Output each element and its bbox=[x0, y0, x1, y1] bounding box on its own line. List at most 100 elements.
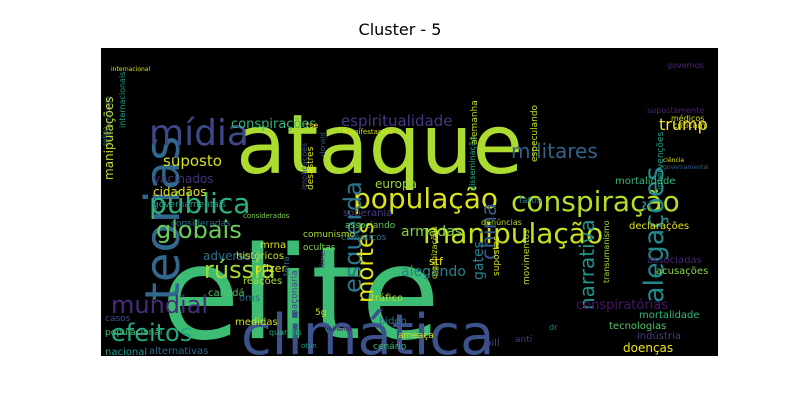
cloud-word: considerados bbox=[243, 212, 290, 220]
cloud-word: medidas bbox=[235, 317, 278, 328]
cloud-word: alegando bbox=[401, 264, 466, 280]
cloud-word: vacinados bbox=[153, 172, 214, 186]
cloud-word: oms bbox=[239, 293, 260, 304]
cloud-word: conspirações bbox=[231, 117, 316, 132]
cloud-word: populacional bbox=[105, 328, 162, 338]
cloud-word: supostamente bbox=[647, 106, 704, 115]
cloud-word: 5g bbox=[315, 308, 326, 318]
cloud-word: históricos bbox=[236, 250, 284, 262]
cloud-word: efeitos bbox=[111, 319, 192, 347]
cloud-word: governos bbox=[667, 61, 704, 70]
cloud-word: soberania bbox=[343, 208, 392, 219]
cloud-word: adversos bbox=[203, 249, 257, 263]
cloud-word: iminente bbox=[325, 326, 352, 333]
cloud-word: mortes bbox=[353, 222, 379, 303]
cloud-word: humanidade bbox=[104, 96, 113, 146]
cloud-word: alemanha bbox=[470, 100, 480, 145]
cloud-word: conspiração bbox=[511, 185, 680, 218]
cloud-word: gates bbox=[471, 241, 487, 280]
cloud-word: mundial bbox=[111, 291, 208, 319]
cloud-word: tecnologias bbox=[609, 321, 666, 332]
cloud-word: pfizer bbox=[255, 262, 286, 275]
cloud-word: mrna bbox=[260, 240, 286, 251]
cloud-word: alternativas bbox=[149, 346, 208, 356]
cloud-word: ameaça bbox=[398, 331, 434, 341]
cloud-word: filme bbox=[319, 251, 327, 268]
word-cloud: elite ataque climática teorias manipulação co… bbox=[101, 48, 718, 356]
figure-title: Cluster - 5 bbox=[358, 20, 442, 39]
cloud-word: governamental bbox=[663, 164, 709, 171]
cloud-word: intervenções bbox=[656, 131, 666, 190]
cloud-word: criticam bbox=[673, 121, 706, 130]
cloud-word: china bbox=[477, 203, 501, 260]
cloud-word: tse bbox=[306, 121, 318, 130]
cloud-word: suposto bbox=[163, 152, 222, 170]
cloud-word: mortalidade bbox=[639, 310, 700, 321]
cloud-word: comunismo bbox=[303, 230, 356, 240]
cloud-word: dr bbox=[549, 323, 558, 332]
cloud-word: globais bbox=[156, 216, 242, 244]
cloud-word: terra bbox=[282, 257, 291, 276]
cloud-word: conspiratórias bbox=[576, 298, 668, 313]
cloud-word: militares bbox=[511, 139, 598, 163]
cloud-word: narrativa bbox=[575, 219, 599, 310]
cloud-word: alegações bbox=[639, 167, 670, 303]
cloud-word: armadas bbox=[401, 224, 462, 240]
cloud-word: movimentos bbox=[522, 229, 532, 285]
cloud-word: internacional bbox=[111, 66, 150, 73]
cloud-word: mortalidade bbox=[615, 176, 676, 187]
cloud-word: declarações bbox=[629, 221, 689, 232]
cloud-word: cidadãos bbox=[153, 185, 206, 199]
cloud-word: elite bbox=[161, 220, 440, 356]
cloud-word: esquerda bbox=[339, 181, 367, 293]
cloud-word: internacionais bbox=[118, 72, 127, 128]
cloud-word: europa bbox=[375, 177, 417, 191]
cloud-word: organizações bbox=[430, 226, 439, 279]
cloud-word: maçonaria bbox=[290, 270, 300, 318]
cloud-word: implicações bbox=[300, 143, 309, 190]
cloud-word: stf bbox=[429, 255, 444, 268]
cloud-word: cenário bbox=[373, 342, 407, 352]
cloud-word: fatos bbox=[519, 196, 542, 206]
cloud-word: população bbox=[353, 182, 498, 215]
cloud-word: manipulação bbox=[423, 217, 603, 250]
cloud-word: otan bbox=[301, 342, 317, 350]
cloud-word: governamentais bbox=[153, 200, 226, 210]
cloud-word: ciência bbox=[663, 157, 684, 164]
cloud-word: nacional bbox=[105, 347, 147, 356]
cloud-word: denúncias bbox=[481, 218, 522, 227]
cloud-word: associadas bbox=[647, 255, 702, 266]
cloud-word: transumanismo bbox=[602, 220, 611, 283]
cloud-word: rússia bbox=[204, 256, 275, 284]
cloud-word: biden bbox=[379, 316, 407, 327]
cloud-word: supostas bbox=[492, 236, 502, 276]
cloud-word: climáticos bbox=[341, 233, 387, 243]
cloud-word: espiritualidade bbox=[341, 112, 452, 130]
cloud-word: anti bbox=[515, 335, 532, 345]
cloud-word: climática bbox=[241, 303, 494, 356]
cloud-word: tráfico bbox=[371, 292, 403, 304]
cloud-word: polícia bbox=[102, 126, 109, 146]
cloud-word: manipulações bbox=[102, 97, 116, 180]
cloud-word: bill bbox=[485, 338, 500, 349]
cloud-word: especulando bbox=[530, 104, 540, 162]
cloud-word: ataque bbox=[236, 98, 523, 193]
cloud-word: desastres bbox=[306, 146, 316, 190]
cloud-word: manifestantes bbox=[343, 128, 393, 136]
cloud-word: ocultas bbox=[303, 243, 336, 253]
cloud-word: trump bbox=[659, 115, 708, 134]
cloud-word: teorias bbox=[135, 136, 191, 301]
cloud-word: reações bbox=[243, 276, 282, 287]
cloud-word: disseminação bbox=[468, 136, 477, 191]
cloud-word: quartéis bbox=[269, 327, 302, 337]
cloud-word: mídia bbox=[149, 113, 249, 154]
cloud-word: canadá bbox=[208, 287, 245, 299]
cloud-word: indústria bbox=[637, 330, 681, 342]
cloud-word: consideradas bbox=[171, 219, 231, 229]
cloud-word: doenças bbox=[623, 341, 673, 355]
cloud-word: acusações bbox=[656, 266, 708, 277]
cloud-word: pública bbox=[149, 187, 250, 220]
cloud-word: associando bbox=[345, 221, 396, 231]
cloud-word: médicos bbox=[671, 113, 704, 123]
